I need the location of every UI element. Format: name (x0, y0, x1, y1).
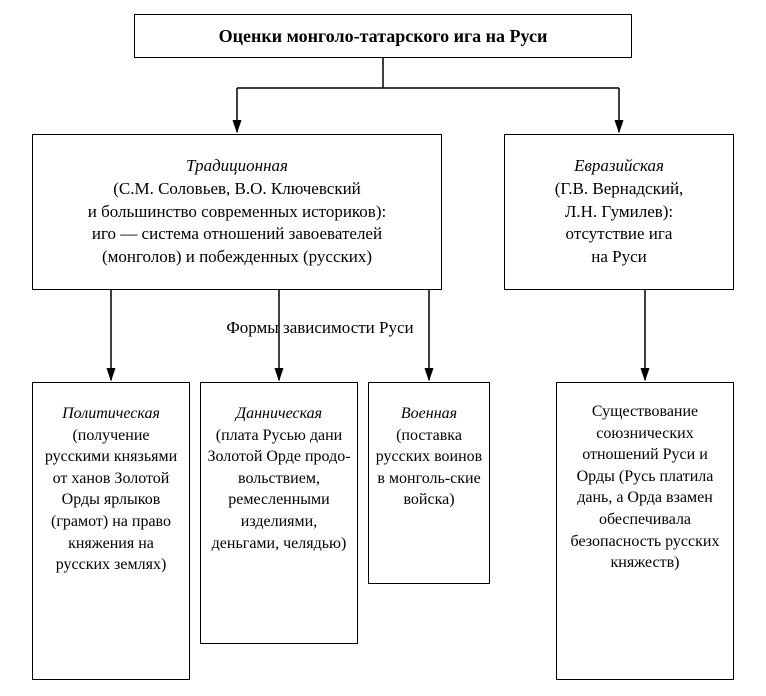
eurasian-body-2: Л.Н. Гумилев): (565, 201, 673, 224)
eurasian-body-1: (Г.В. Вернадский, (555, 178, 684, 201)
eurasian-box: Евразийская (Г.В. Вернадский, Л.Н. Гумил… (504, 134, 734, 290)
existence-body: Существование союзнических отношений Рус… (563, 401, 727, 574)
existence-box: Существование союзнических отношений Рус… (556, 382, 734, 680)
political-heading: Политическая (62, 403, 160, 425)
military-body: (поставка русских воинов в монголь-ские … (375, 425, 483, 511)
traditional-body-1: (С.М. Соловьев, В.О. Ключевский (113, 178, 361, 201)
traditional-heading: Традиционная (186, 155, 288, 178)
traditional-body-4: (монголов) и побежденных (русских) (102, 246, 372, 269)
tributary-box: Данническая (плата Русью дани Золотой Ор… (200, 382, 358, 644)
political-box: Политическая (получение русскими князьям… (32, 382, 190, 680)
eurasian-body-4: на Руси (591, 246, 647, 269)
traditional-body-3: иго — система отношений завоевателей (92, 223, 382, 246)
title-box: Оценки монголо-татарского ига на Руси (134, 14, 632, 58)
title-text: Оценки монголо-татарского ига на Руси (219, 24, 548, 48)
military-box: Военная (поставка русских воинов в монго… (368, 382, 490, 584)
political-body: (получение русскими князьями от ханов Зо… (39, 425, 183, 576)
eurasian-heading: Евразийская (574, 155, 664, 178)
forms-label-text: Формы зависимости Руси (226, 318, 413, 337)
eurasian-body-3: отсутствие ига (566, 223, 673, 246)
traditional-body-2: и большинство современных историков): (88, 201, 386, 224)
tributary-heading: Данническая (236, 403, 322, 425)
traditional-box: Традиционная (С.М. Соловьев, В.О. Ключев… (32, 134, 442, 290)
tributary-body: (плата Русью дани Золотой Орде продо-вол… (207, 425, 351, 555)
military-heading: Военная (401, 403, 457, 425)
forms-label: Формы зависимости Руси (180, 318, 460, 338)
